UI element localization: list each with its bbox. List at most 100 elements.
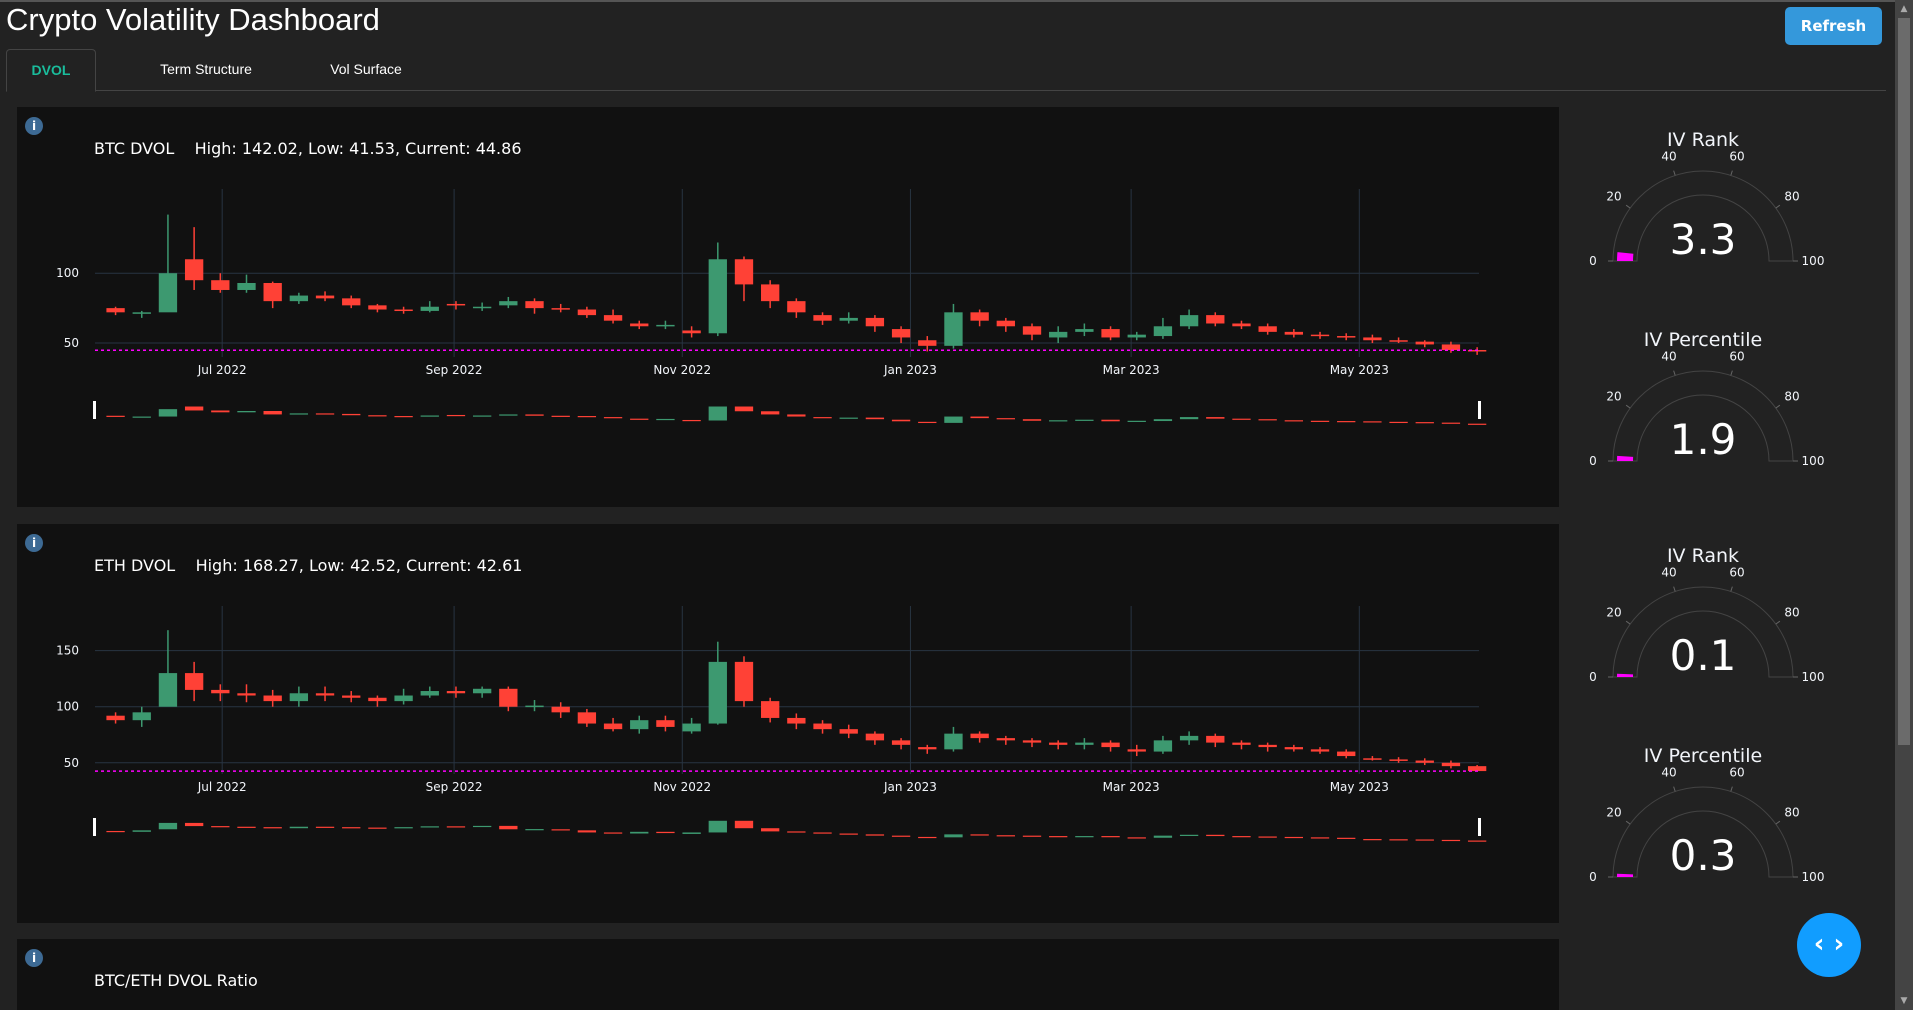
rangeslider-candle bbox=[734, 820, 754, 829]
candle-body bbox=[551, 308, 570, 310]
eth-dvol-chart[interactable]: Jul 2022 Sep 2022 Nov 2022 Jan 2023 Mar 2023… bbox=[17, 524, 1559, 924]
rangeslider-candle bbox=[970, 834, 989, 836]
candle-body bbox=[839, 317, 858, 321]
btc-dvol-chart[interactable]: Jul 2022 Sep 2022 Nov 2022 Jan 2023 Mar 2023… bbox=[17, 107, 1559, 507]
rangeslider-handle-right[interactable] bbox=[1478, 401, 1481, 419]
candle-body bbox=[708, 661, 727, 724]
candle-body bbox=[1022, 740, 1042, 743]
info-icon[interactable]: i bbox=[25, 534, 43, 552]
rangeslider-candle bbox=[708, 406, 727, 421]
rangeslider-candle bbox=[865, 834, 885, 836]
code-brackets-icon[interactable]: ‹ › bbox=[1797, 913, 1861, 977]
rangeslider-candle bbox=[315, 413, 335, 415]
chart-title: BTC DVOL High: 142.02, Low: 41.53, Curre… bbox=[94, 139, 522, 158]
rangeslider-candle bbox=[1232, 418, 1251, 420]
gauge-value-bar bbox=[1617, 455, 1634, 461]
rangeslider-candle bbox=[1022, 419, 1042, 421]
scroll-up-icon[interactable]: ▲ bbox=[1900, 4, 1908, 14]
rangeslider-candle bbox=[472, 415, 492, 417]
candle-body bbox=[761, 701, 780, 718]
rangeslider-candle bbox=[891, 419, 911, 422]
candle-body bbox=[656, 720, 675, 727]
gauge-tick bbox=[1775, 820, 1781, 825]
candle-body bbox=[813, 723, 832, 730]
chart-stats: High: 142.02, Low: 41.53, Current: 44.86 bbox=[194, 139, 522, 158]
x-tick-label: Mar 2023 bbox=[1103, 363, 1160, 377]
candle-body bbox=[734, 661, 754, 702]
gauge-arc bbox=[1612, 586, 1794, 678]
x-tick-label: Jul 2022 bbox=[197, 780, 247, 794]
candle-body bbox=[315, 693, 335, 696]
candle-body bbox=[970, 733, 989, 739]
rangeslider-candle bbox=[1415, 839, 1434, 841]
rangeslider-candle bbox=[1310, 837, 1330, 839]
rangeslider-candle bbox=[1310, 420, 1330, 422]
x-tick-label: Jul 2022 bbox=[197, 363, 247, 377]
chart-title-name: ETH DVOL bbox=[94, 556, 176, 575]
candle-body bbox=[1049, 742, 1068, 745]
candle-body bbox=[1127, 334, 1146, 338]
candle-body bbox=[839, 729, 858, 734]
candle-body bbox=[603, 315, 623, 321]
gauge-tick-label: 20 bbox=[1606, 805, 1621, 819]
candle-body bbox=[1363, 758, 1382, 760]
rangeslider-handle-left[interactable] bbox=[93, 401, 96, 419]
candle-body bbox=[368, 697, 387, 702]
rangeslider-candle bbox=[446, 826, 466, 828]
rangeslider-candle bbox=[944, 416, 963, 423]
gauge-value: 0.1 bbox=[1670, 631, 1737, 680]
tab-vol-surface[interactable]: Vol Surface bbox=[330, 61, 402, 77]
gauge-tick bbox=[1625, 204, 1631, 209]
tab-term-structure[interactable]: Term Structure bbox=[160, 61, 252, 77]
rangeslider-candle bbox=[1206, 417, 1225, 419]
info-icon[interactable]: i bbox=[25, 117, 43, 135]
candle-body bbox=[577, 712, 597, 724]
gauge-tick-label: 80 bbox=[1784, 605, 1799, 619]
candle-body bbox=[368, 305, 387, 310]
rangeslider-handle-right[interactable] bbox=[1478, 818, 1481, 836]
gauge-tick bbox=[1673, 786, 1676, 792]
scrollbar-thumb[interactable] bbox=[1898, 18, 1910, 745]
rangeslider-candle bbox=[132, 416, 151, 418]
rangeslider-candle bbox=[1258, 836, 1277, 838]
rangeslider-candle bbox=[1179, 417, 1199, 420]
candle-body bbox=[263, 283, 282, 302]
gauge-tick-label: 60 bbox=[1729, 149, 1744, 163]
rangeslider-candle bbox=[1467, 423, 1487, 425]
candle-body bbox=[1284, 331, 1304, 335]
gauge-title: IV Rank bbox=[1667, 129, 1739, 151]
gauge-value-bar bbox=[1617, 673, 1634, 677]
rangeslider-candle bbox=[1101, 836, 1120, 838]
x-tick-label: Nov 2022 bbox=[653, 780, 711, 794]
gauge-tick-label: 100 bbox=[1802, 870, 1825, 884]
refresh-button[interactable]: Refresh bbox=[1785, 7, 1882, 45]
rangeslider-candle bbox=[918, 421, 937, 424]
candle-body bbox=[184, 673, 204, 690]
candle-body bbox=[1022, 326, 1042, 335]
rangeslider-candle bbox=[499, 414, 518, 416]
rangeslider-candle bbox=[787, 831, 806, 833]
candle-body bbox=[865, 733, 885, 741]
candle-body bbox=[394, 695, 413, 702]
rangeslider-candle bbox=[1206, 834, 1225, 837]
scroll-down-icon[interactable]: ▼ bbox=[1900, 996, 1908, 1006]
candle-body bbox=[1075, 742, 1094, 745]
rangeslider-handle-left[interactable] bbox=[93, 818, 96, 836]
info-icon[interactable]: i bbox=[25, 949, 43, 967]
candle-body bbox=[1467, 766, 1487, 772]
gauge-value-bar bbox=[1617, 252, 1634, 261]
tab-dvol[interactable]: DVOL bbox=[6, 49, 96, 92]
candle-body bbox=[630, 323, 649, 327]
candle-body bbox=[813, 315, 832, 321]
rangeslider-candle bbox=[1179, 834, 1199, 836]
rangeslider-candle bbox=[1127, 420, 1146, 422]
rangeslider-candle bbox=[1101, 419, 1120, 422]
rangeslider-candle bbox=[1022, 835, 1042, 837]
gauge-tick-label: 60 bbox=[1729, 349, 1744, 363]
rangeslider-candle bbox=[1153, 835, 1173, 838]
rangeslider-candle bbox=[446, 414, 466, 417]
x-tick-label: Mar 2023 bbox=[1103, 780, 1160, 794]
gauge-tick-label: 0 bbox=[1589, 670, 1597, 684]
x-tick-label: Jan 2023 bbox=[883, 363, 937, 377]
rangeslider-candle bbox=[525, 414, 544, 416]
